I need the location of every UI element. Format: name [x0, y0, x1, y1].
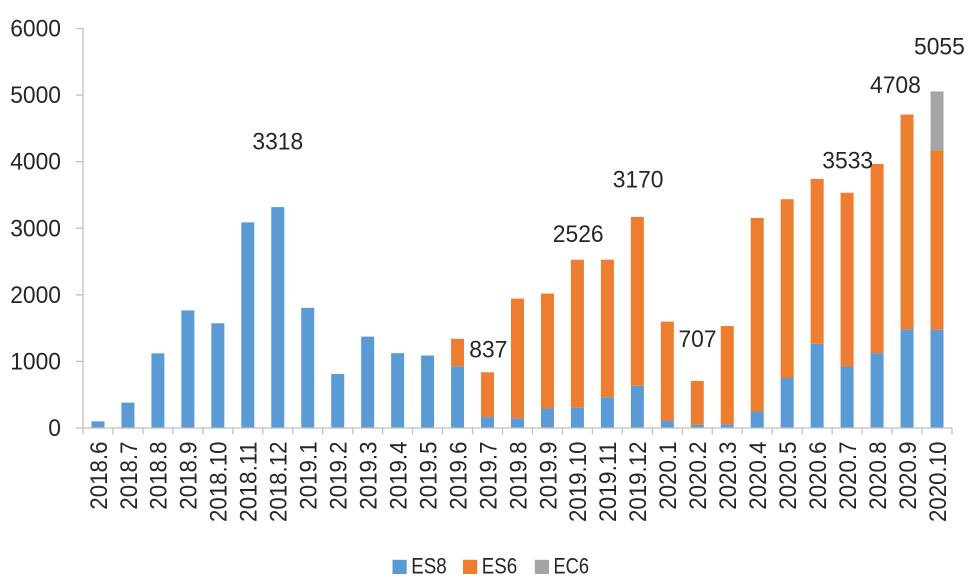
svg-text:4708: 4708	[870, 72, 921, 99]
svg-text:1000: 1000	[10, 348, 61, 375]
svg-text:2019.12: 2019.12	[625, 442, 652, 523]
svg-text:2019.3: 2019.3	[355, 441, 382, 509]
svg-text:2018.12: 2018.12	[266, 442, 293, 523]
svg-text:3170: 3170	[613, 167, 664, 194]
svg-text:837: 837	[469, 336, 507, 363]
svg-text:4000: 4000	[10, 149, 61, 176]
svg-text:2019.9: 2019.9	[535, 442, 562, 510]
svg-text:EC6: EC6	[554, 554, 590, 579]
svg-text:2018.6: 2018.6	[86, 442, 113, 510]
svg-text:2020.3: 2020.3	[715, 442, 742, 510]
svg-text:2020.7: 2020.7	[835, 442, 862, 510]
svg-text:2020.2: 2020.2	[685, 442, 712, 510]
svg-text:2018.10: 2018.10	[206, 442, 233, 523]
svg-text:2019.7: 2019.7	[475, 441, 502, 509]
svg-text:2020.1: 2020.1	[655, 442, 682, 510]
svg-text:2019.6: 2019.6	[445, 442, 472, 510]
svg-text:2020.5: 2020.5	[775, 442, 802, 510]
svg-text:ES8: ES8	[411, 554, 447, 579]
svg-text:0: 0	[48, 415, 61, 442]
svg-text:2018.11: 2018.11	[236, 442, 263, 523]
svg-text:2019.5: 2019.5	[415, 441, 442, 509]
svg-text:2019.10: 2019.10	[565, 442, 592, 523]
svg-text:2020.4: 2020.4	[745, 442, 772, 510]
svg-text:2020.10: 2020.10	[925, 442, 952, 523]
svg-text:2018.9: 2018.9	[176, 442, 203, 510]
svg-text:2526: 2526	[553, 221, 604, 248]
svg-text:2019.11: 2019.11	[595, 442, 622, 523]
svg-text:2019.2: 2019.2	[326, 442, 353, 510]
svg-text:5000: 5000	[10, 82, 61, 109]
svg-text:2020.6: 2020.6	[805, 442, 832, 510]
svg-text:3318: 3318	[252, 129, 303, 156]
svg-text:2019.4: 2019.4	[385, 442, 412, 510]
svg-text:2000: 2000	[10, 282, 61, 309]
svg-text:2019.1: 2019.1	[296, 441, 323, 509]
svg-text:2020.9: 2020.9	[895, 442, 922, 510]
svg-text:2019.8: 2019.8	[505, 442, 532, 510]
svg-text:6000: 6000	[10, 16, 61, 43]
svg-text:2018.7: 2018.7	[116, 442, 143, 510]
svg-text:ES6: ES6	[482, 554, 518, 579]
svg-text:707: 707	[678, 326, 716, 353]
svg-text:2018.8: 2018.8	[146, 442, 173, 510]
svg-text:2020.8: 2020.8	[865, 442, 892, 510]
svg-text:5055: 5055	[914, 34, 965, 61]
svg-text:3533: 3533	[822, 148, 873, 175]
svg-text:3000: 3000	[10, 215, 61, 242]
